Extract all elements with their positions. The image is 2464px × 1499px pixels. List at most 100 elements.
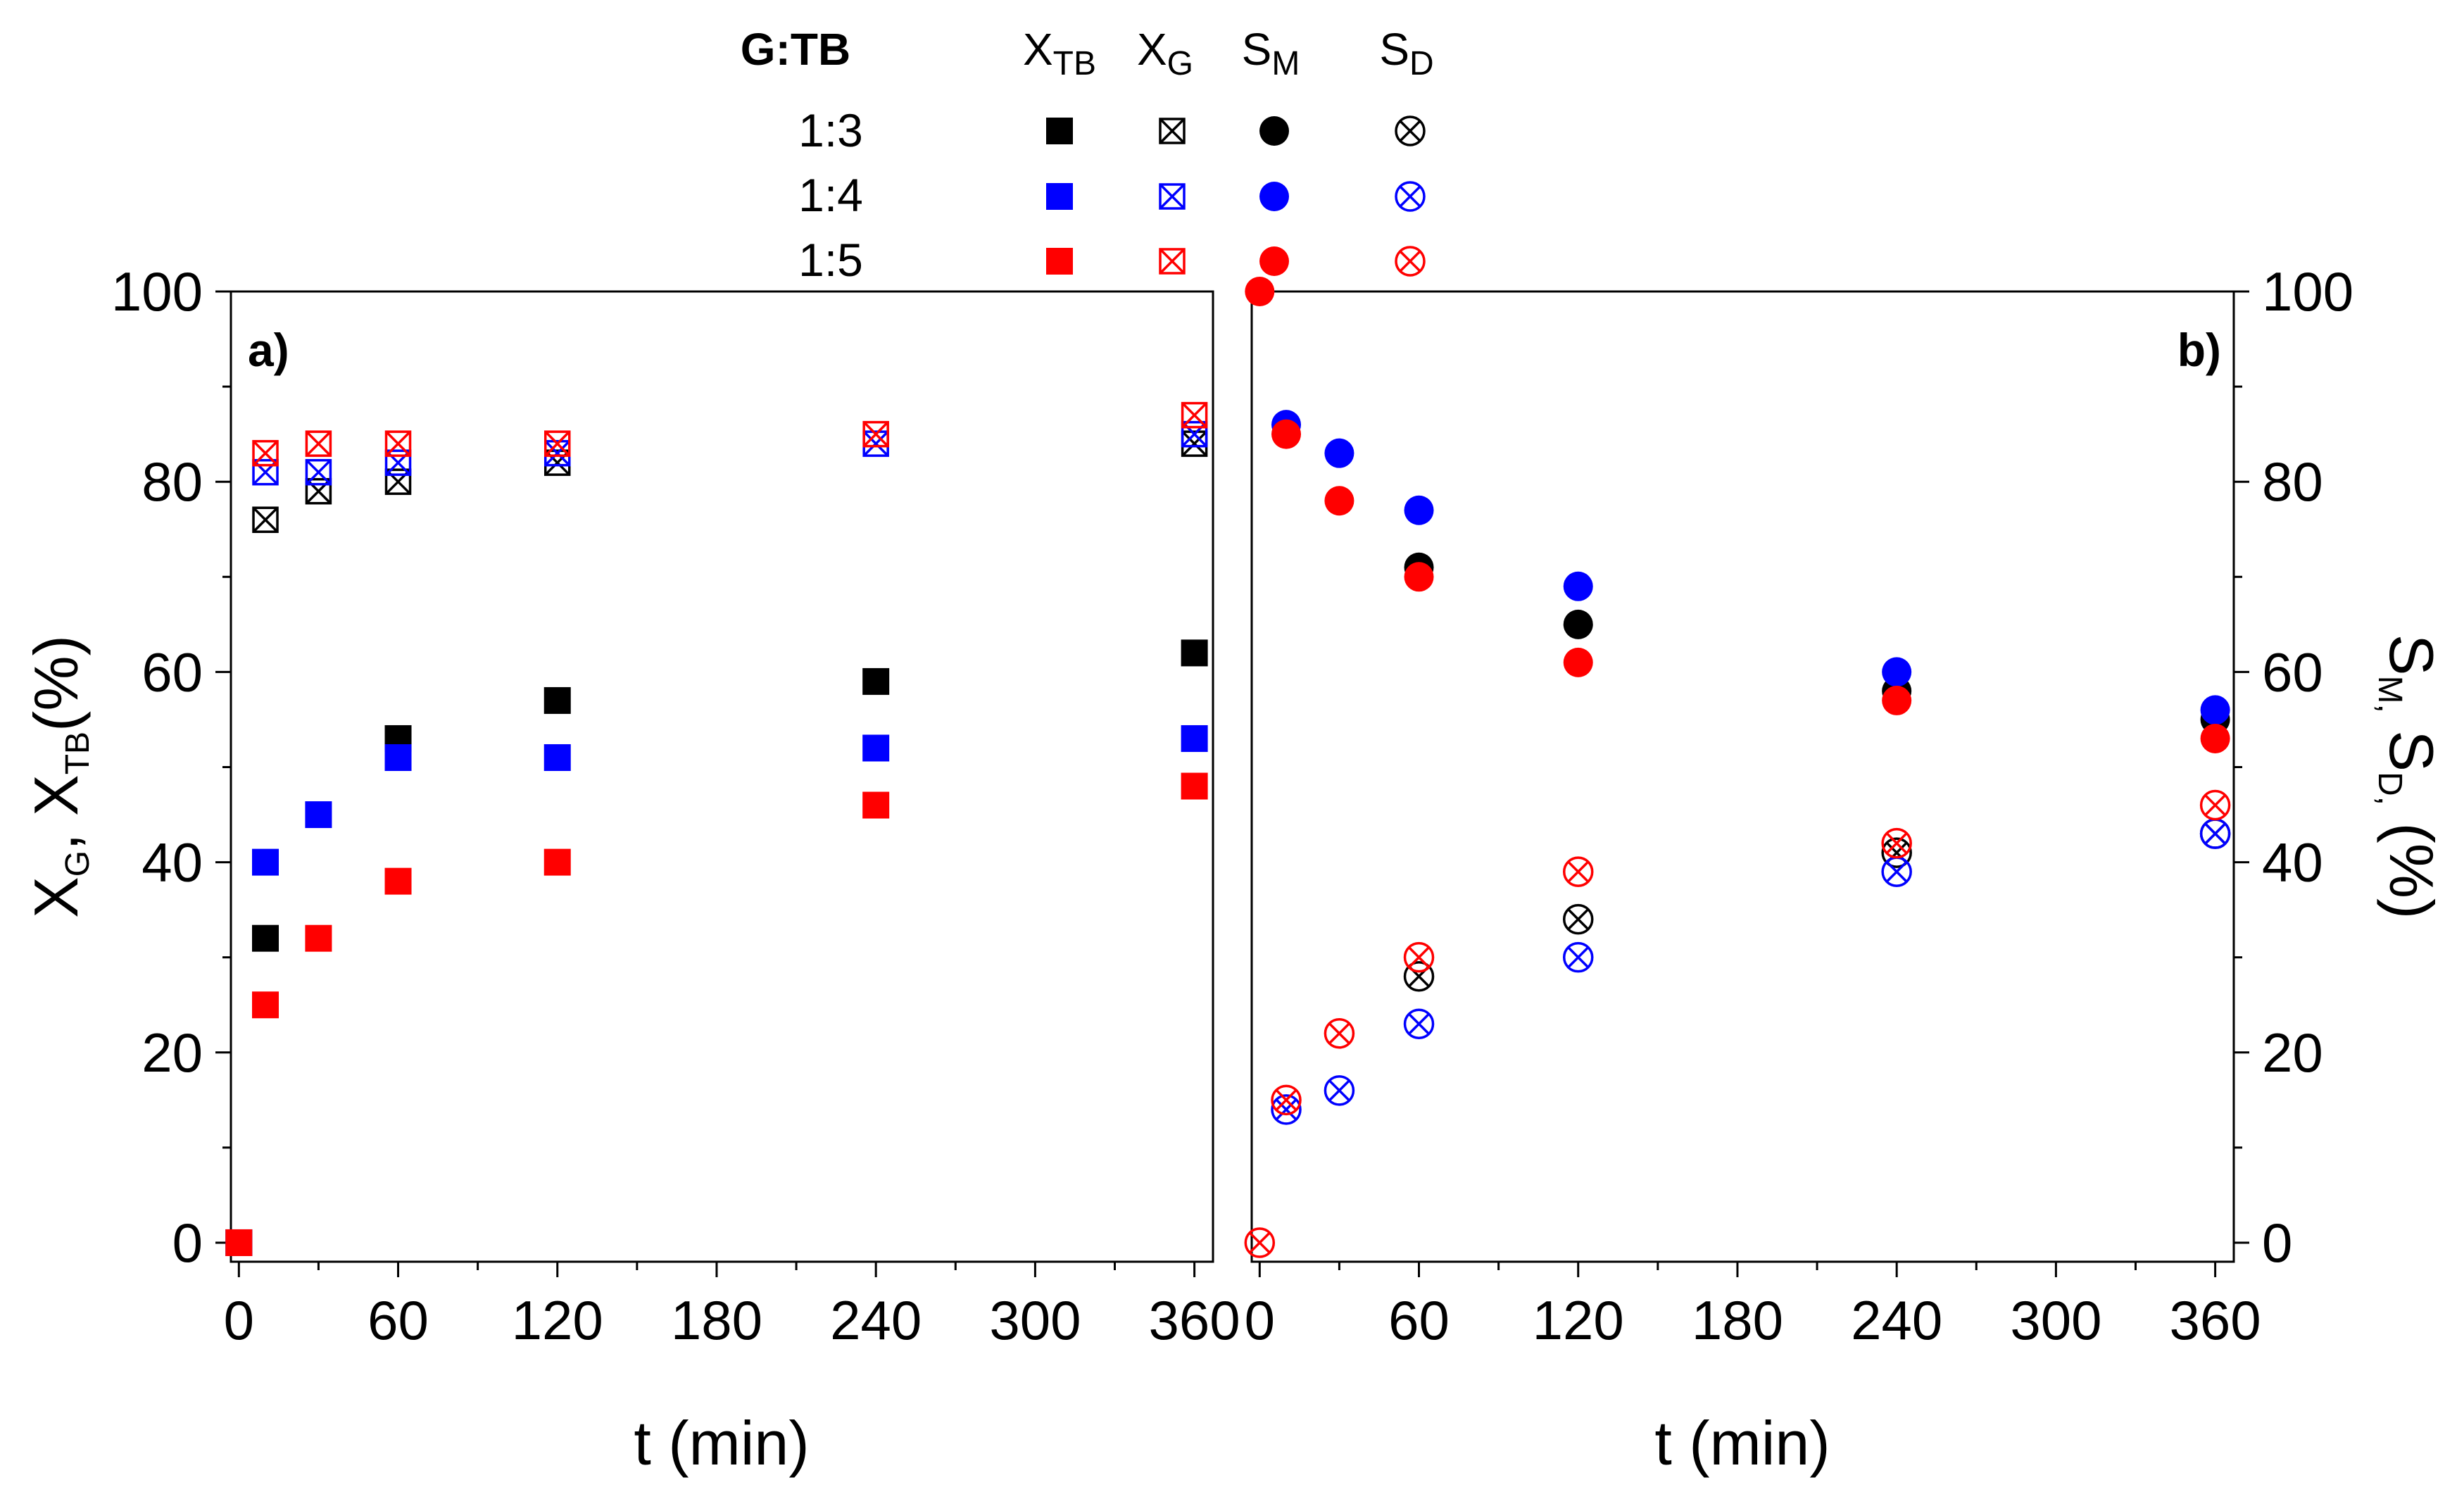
panel-a-ytick-label: 100 [111, 261, 203, 322]
panel-a-xtick-label: 120 [512, 1289, 603, 1351]
legend-marker-circle-x-2 [1395, 246, 1426, 277]
panel-a-point-x-tb-1-4-1 [252, 848, 279, 876]
panel-b-point-s-m-1-5-4 [1563, 647, 1593, 677]
panel-a-point-x-g-1-3-2 [384, 468, 412, 495]
panel-a-xtick-label: 360 [1149, 1289, 1240, 1351]
legend-row-label-1-5: 1:5 [798, 234, 863, 286]
legend-row-label-1-4: 1:4 [798, 169, 863, 221]
panel-b-xtick-label: 0 [1245, 1289, 1275, 1351]
panel-a-point-x-tb-1-3-3 [543, 686, 571, 714]
panel-a-xtick-label: 180 [671, 1289, 762, 1351]
panel-a-point-x-tb-1-4-4 [543, 744, 571, 771]
panel-b-point-s-d-1-5-1 [1271, 1084, 1302, 1116]
panel-b-ytick-label: 100 [2262, 261, 2353, 322]
panel-a-xtick-label: 60 [367, 1289, 429, 1351]
panel-b-ylabel: SM, SD, (%) [2371, 634, 2446, 920]
panel-b-point-s-d-1-4-5 [2199, 818, 2231, 849]
panel-a-point-x-g-1-4-0 [252, 458, 279, 486]
panel-a-point-x-g-1-4-1 [305, 458, 332, 486]
panel-a-frame [230, 290, 1214, 1263]
panel-a-point-x-tb-1-5-1 [252, 991, 279, 1019]
legend-marker-circle-x-1 [1395, 181, 1426, 212]
panel-b-point-s-d-1-5-0 [1244, 1227, 1276, 1258]
panel-a-point-x-g-1-5-4 [862, 420, 889, 448]
panel-a-ytick-label: 0 [172, 1212, 203, 1274]
panel-b-point-s-m-1-5-3 [1404, 562, 1434, 592]
panel-a-point-x-tb-1-4-2 [305, 801, 332, 829]
panel-a-ytick-label: 40 [142, 832, 203, 893]
panel-a-ytick-label: 20 [142, 1022, 203, 1084]
legend-marker-square-x-1 [1159, 183, 1186, 210]
panel-b-point-s-d-1-4-2 [1403, 1008, 1435, 1040]
panel-a-point-x-tb-1-5-2 [305, 924, 332, 952]
legend-markers [1046, 115, 1426, 277]
panel-b-point-s-d-1-4-3 [1562, 941, 1594, 973]
panel-b-point-s-d-1-3-1 [1562, 903, 1594, 935]
panel-b-ytick-label: 0 [2262, 1212, 2292, 1274]
panel-a-ytick-label: 80 [142, 451, 203, 513]
panel-a-point-x-tb-1-5-4 [543, 848, 571, 876]
panel-b-ytick-label: 60 [2262, 641, 2323, 703]
panel-a-ytick-label: 60 [142, 641, 203, 703]
legend-marker-circle-1 [1259, 182, 1289, 211]
legend: G:TB XTB XG SM SD 1:3 1:4 1:5 [741, 24, 1434, 286]
panel-b-ytick-label: 40 [2262, 832, 2323, 893]
panel-b-xtick-label: 180 [1692, 1289, 1783, 1351]
panel-b-xlabel: t (min) [1654, 1408, 1830, 1478]
panel-a-point-x-tb-1-5-5 [862, 791, 890, 819]
panel-b-point-s-m-1-5-2 [1324, 486, 1354, 516]
legend-marker-square-x-2 [1159, 248, 1186, 275]
panel-a-xtick-label: 0 [224, 1289, 254, 1351]
legend-marker-square-1 [1046, 183, 1073, 210]
panel-a-point-x-tb-1-5-6 [1181, 772, 1208, 800]
panel-b-point-s-m-1-5-0 [1245, 277, 1275, 306]
panel-a-point-x-tb-1-3-1 [252, 924, 279, 952]
panel-b-ytick-label: 20 [2262, 1022, 2323, 1084]
panel-b-xtick-label: 300 [2010, 1289, 2101, 1351]
panel-a-point-x-g-1-4-2 [384, 449, 412, 476]
panel-a-point-x-g-1-5-5 [1181, 401, 1208, 429]
legend-marker-circle-2 [1259, 246, 1289, 276]
legend-group-header: G:TB [741, 24, 850, 75]
legend-col-x-g: XG [1137, 24, 1193, 82]
panel-b-point-s-d-1-5-3 [1403, 941, 1435, 973]
panel-b-point-s-d-1-4-0 [1271, 1094, 1302, 1125]
panel-a-ylabel: XG, XTB(%) [21, 635, 96, 918]
panel-a-point-x-g-1-3-1 [305, 477, 332, 505]
legend-marker-circle-x-0 [1395, 115, 1426, 146]
panel-a-label: a) [248, 324, 289, 376]
panel-b-ytick-label: 80 [2262, 451, 2323, 513]
panel-a-xlabel: t (min) [634, 1408, 809, 1478]
panel-a-point-x-tb-1-3-4 [862, 667, 890, 695]
panel-a-xtick-label: 300 [989, 1289, 1081, 1351]
panel-b-xtick-label: 60 [1388, 1289, 1450, 1351]
panel-b-point-s-m-1-4-5 [2200, 695, 2230, 725]
panel-b-point-s-m-1-4-1 [1324, 438, 1354, 468]
panel-b-point-s-m-1-4-2 [1404, 495, 1434, 525]
panel-a-point-x-g-1-5-3 [543, 430, 571, 457]
panel-a-point-x-tb-1-3-5 [1181, 639, 1208, 667]
legend-row-label-1-3: 1:3 [798, 104, 863, 156]
panel-a-point-x-tb-1-4-6 [1181, 725, 1208, 752]
panel-a-marks [225, 401, 1208, 1256]
panel-a-point-x-tb-1-5-0 [225, 1229, 253, 1256]
panel-b-point-s-m-1-4-3 [1563, 571, 1593, 601]
panel-b-point-s-d-1-5-6 [2199, 789, 2231, 821]
legend-col-s-m: SM [1242, 24, 1300, 82]
panel-b-point-s-d-1-4-4 [1881, 856, 1912, 887]
panel-a-point-x-g-1-5-0 [252, 439, 279, 467]
panel-b-point-s-d-1-4-1 [1324, 1075, 1355, 1106]
panel-b-point-s-m-1-5-5 [1882, 685, 1912, 715]
panel-a-point-x-tb-1-4-5 [862, 734, 890, 762]
panel-b-frame [1250, 290, 2235, 1263]
panel-b-point-s-d-1-5-5 [1881, 827, 1912, 859]
panel-a-point-x-g-1-5-2 [384, 430, 412, 457]
legend-marker-circle-0 [1259, 116, 1289, 146]
panel-b-point-s-m-1-4-4 [1882, 657, 1912, 687]
panel-b-marks [1244, 277, 2231, 1258]
panel-a-xtick-label: 240 [830, 1289, 922, 1351]
panel-b-xtick-label: 360 [2170, 1289, 2261, 1351]
legend-col-x-tb: XTB [1023, 24, 1096, 82]
